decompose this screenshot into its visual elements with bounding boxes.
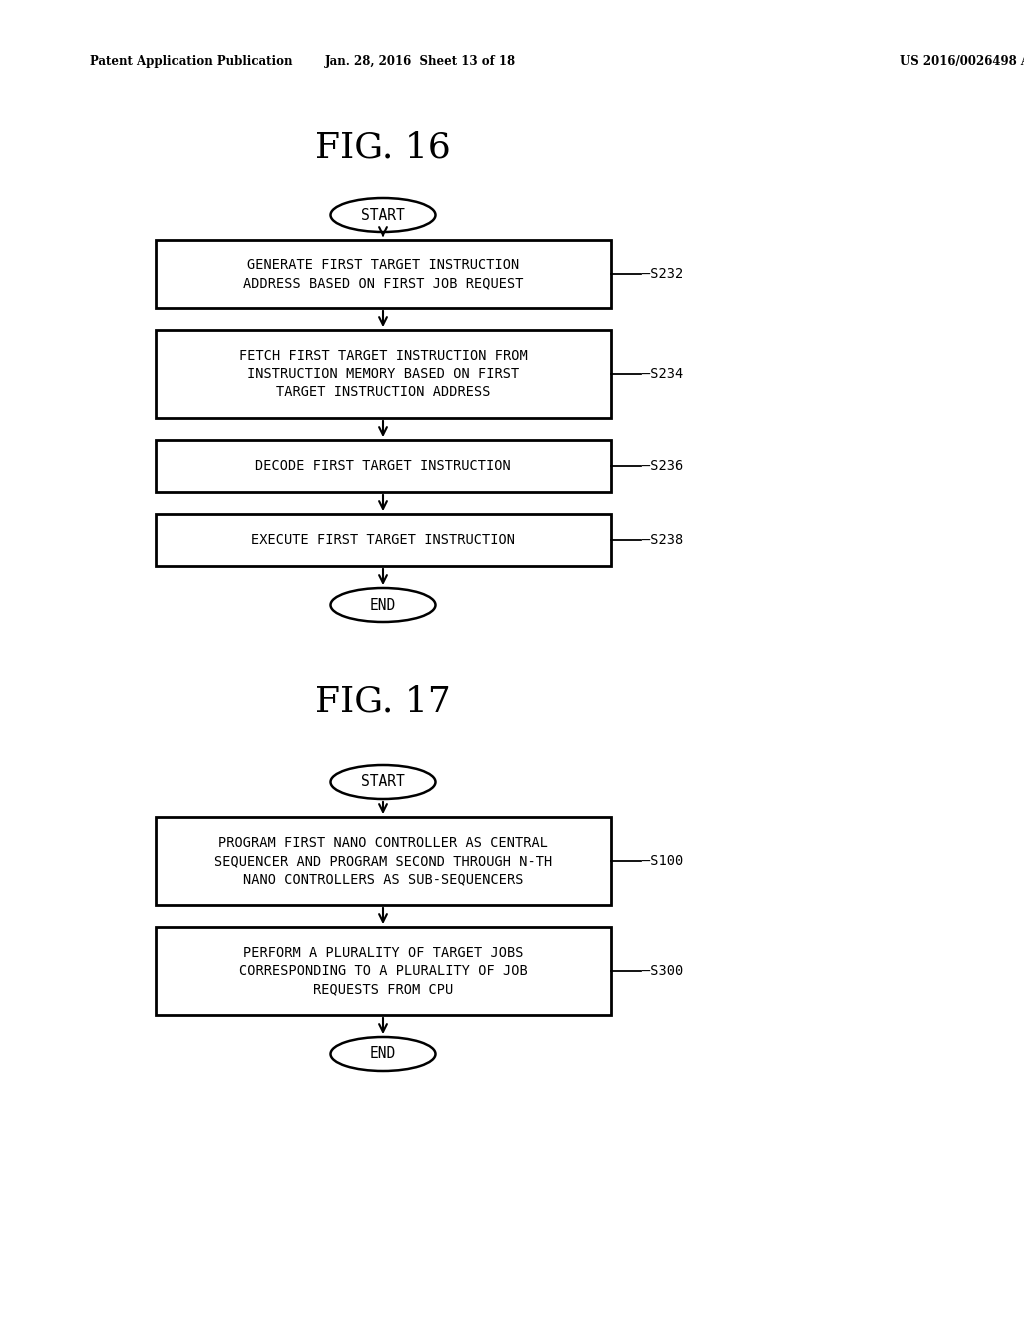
Ellipse shape bbox=[331, 198, 435, 232]
Text: END: END bbox=[370, 598, 396, 612]
Ellipse shape bbox=[331, 1038, 435, 1071]
Text: Patent Application Publication: Patent Application Publication bbox=[90, 55, 293, 69]
Text: —S234: —S234 bbox=[642, 367, 684, 381]
Bar bbox=[156, 817, 610, 906]
Bar bbox=[156, 240, 610, 308]
Text: —S300: —S300 bbox=[642, 964, 684, 978]
Text: FETCH FIRST TARGET INSTRUCTION FROM
INSTRUCTION MEMORY BASED ON FIRST
TARGET INS: FETCH FIRST TARGET INSTRUCTION FROM INST… bbox=[239, 348, 527, 400]
Ellipse shape bbox=[331, 766, 435, 799]
Text: START: START bbox=[361, 207, 404, 223]
Bar bbox=[156, 927, 610, 1015]
Text: EXECUTE FIRST TARGET INSTRUCTION: EXECUTE FIRST TARGET INSTRUCTION bbox=[251, 533, 515, 546]
Bar bbox=[156, 330, 610, 418]
Text: PERFORM A PLURALITY OF TARGET JOBS
CORRESPONDING TO A PLURALITY OF JOB
REQUESTS : PERFORM A PLURALITY OF TARGET JOBS CORRE… bbox=[239, 945, 527, 997]
Text: START: START bbox=[361, 775, 404, 789]
Bar bbox=[156, 513, 610, 566]
Text: Jan. 28, 2016  Sheet 13 of 18: Jan. 28, 2016 Sheet 13 of 18 bbox=[325, 55, 515, 69]
Text: GENERATE FIRST TARGET INSTRUCTION
ADDRESS BASED ON FIRST JOB REQUEST: GENERATE FIRST TARGET INSTRUCTION ADDRES… bbox=[243, 257, 523, 290]
Text: FIG. 16: FIG. 16 bbox=[315, 131, 451, 165]
Text: PROGRAM FIRST NANO CONTROLLER AS CENTRAL
SEQUENCER AND PROGRAM SECOND THROUGH N-: PROGRAM FIRST NANO CONTROLLER AS CENTRAL… bbox=[214, 836, 552, 887]
Text: DECODE FIRST TARGET INSTRUCTION: DECODE FIRST TARGET INSTRUCTION bbox=[255, 459, 511, 473]
Text: —S236: —S236 bbox=[642, 459, 684, 473]
Text: —S100: —S100 bbox=[642, 854, 684, 869]
Text: —S232: —S232 bbox=[642, 267, 684, 281]
Text: US 2016/0026498 A1: US 2016/0026498 A1 bbox=[900, 55, 1024, 69]
Text: END: END bbox=[370, 1047, 396, 1061]
Bar bbox=[156, 440, 610, 492]
Text: —S238: —S238 bbox=[642, 533, 684, 546]
Ellipse shape bbox=[331, 587, 435, 622]
Text: FIG. 17: FIG. 17 bbox=[315, 685, 451, 719]
